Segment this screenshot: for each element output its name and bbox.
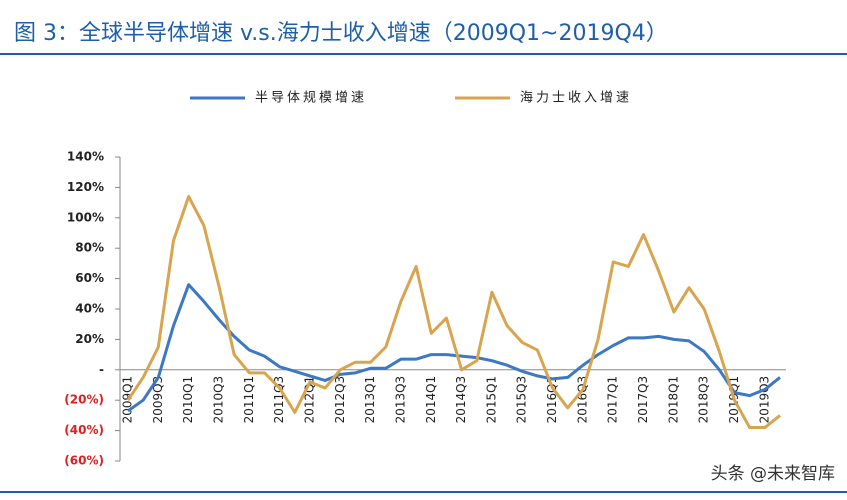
watermark: 头条 @未来智库 <box>711 464 835 484</box>
x-tick-label: 2016Q1 <box>545 376 559 424</box>
x-tick-label: 2016Q3 <box>575 376 589 424</box>
y-tick-label: (20%) <box>64 393 104 407</box>
series-line <box>126 195 781 430</box>
legend-label: 海力士收入增速 <box>520 91 632 106</box>
x-tick-label: 2013Q1 <box>363 376 377 424</box>
x-tick-label: 2010Q3 <box>211 376 225 424</box>
legend-label: 半导体规模增速 <box>255 91 367 106</box>
y-tick-label: 140% <box>67 150 104 164</box>
y-tick-label: - <box>99 362 104 376</box>
x-tick-label: 2009Q3 <box>151 376 165 424</box>
x-tick-label: 2018Q1 <box>666 376 680 424</box>
x-tick-label: 2011Q3 <box>272 376 286 424</box>
chart-title: 图 3：全球半导体增速 v.s.海力士收入增速（2009Q1~2019Q4） <box>14 21 668 46</box>
x-tick-label: 2011Q1 <box>242 376 256 424</box>
y-tick-label: 60% <box>75 271 104 285</box>
x-tick-label: 2015Q1 <box>484 376 498 424</box>
x-tick-label: 2019Q3 <box>757 376 771 424</box>
x-tick-label: 2012Q3 <box>333 376 347 424</box>
y-tick-label: 40% <box>75 302 104 316</box>
y-tick-label: 20% <box>75 332 104 346</box>
x-tick-label: 2013Q3 <box>393 376 407 424</box>
x-tick-label: 2017Q3 <box>636 376 650 424</box>
x-tick-label: 2018Q3 <box>697 376 711 424</box>
series-line <box>127 283 781 413</box>
x-tick-label: 2014Q3 <box>454 376 468 424</box>
x-tick-label: 2014Q1 <box>424 376 438 424</box>
y-tick-label: 80% <box>75 241 104 255</box>
y-tick-label: (40%) <box>64 423 104 437</box>
y-tick-label: (60%) <box>64 454 104 468</box>
y-tick-label: 100% <box>67 210 104 224</box>
x-tick-label: 2017Q1 <box>606 376 620 424</box>
x-tick-label: 2015Q3 <box>515 376 529 424</box>
x-tick-label: 2010Q1 <box>181 376 195 424</box>
y-tick-label: 120% <box>67 180 104 194</box>
